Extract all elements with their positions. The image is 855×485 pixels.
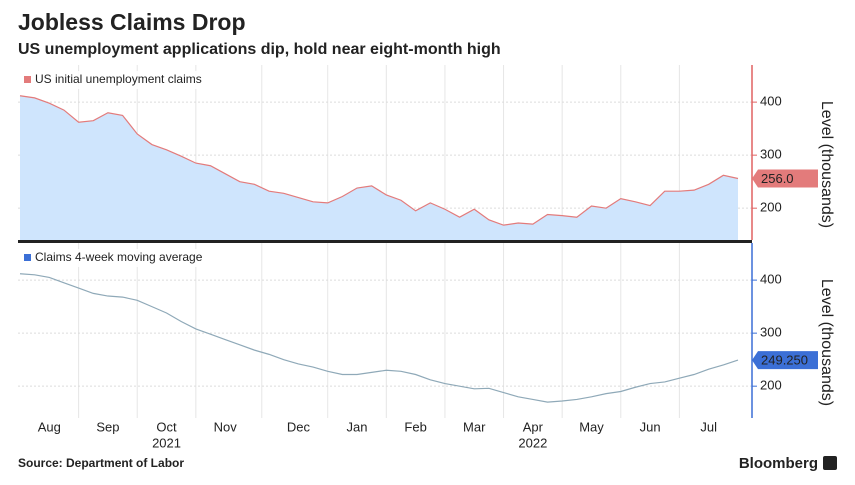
x-year-label: 2022 [518,435,547,450]
legend-swatch [24,76,31,83]
x-tick-label: Dec [287,419,311,434]
legend-label: US initial unemployment claims [35,72,202,86]
value-label-box [752,169,818,188]
legend-background [20,71,225,89]
x-tick-label: May [579,419,604,434]
value-label: 249.250 [761,353,808,368]
y-tick-label: 300 [760,325,782,340]
x-tick-label: Aug [38,419,61,434]
y-tick-label: 200 [760,378,782,393]
legend-swatch [24,254,31,261]
y-axis-label: Level (thousands) [818,279,835,406]
x-tick-label: Feb [404,419,426,434]
y-tick-label: 400 [760,272,782,287]
brand-icon [823,456,837,470]
x-tick-label: Jun [640,419,661,434]
brand: Bloomberg [739,455,818,472]
value-label-box [752,351,818,370]
y-tick-label: 300 [760,147,782,162]
y-tick-label: 400 [760,94,782,109]
chart-title: Jobless Claims Drop [18,9,246,35]
x-tick-label: Nov [214,419,238,434]
line [19,95,739,226]
x-tick-label: Jan [347,419,368,434]
value-label: 256.0 [761,171,794,186]
source: Source: Department of Labor [18,456,184,470]
x-year-label: 2021 [152,435,181,450]
x-tick-label: Sep [96,419,119,434]
x-tick-label: Oct [156,419,177,434]
x-tick-label: Mar [463,419,486,434]
y-axis-label: Level (thousands) [818,101,835,228]
legend-label: Claims 4-week moving average [35,250,203,264]
legend-background [20,249,225,267]
x-tick-label: Apr [523,419,544,434]
x-tick-label: Jul [700,419,717,434]
chart-subtitle: US unemployment applications dip, hold n… [18,41,501,58]
y-tick-label: 200 [760,200,782,215]
line [19,273,739,403]
area [20,95,738,241]
